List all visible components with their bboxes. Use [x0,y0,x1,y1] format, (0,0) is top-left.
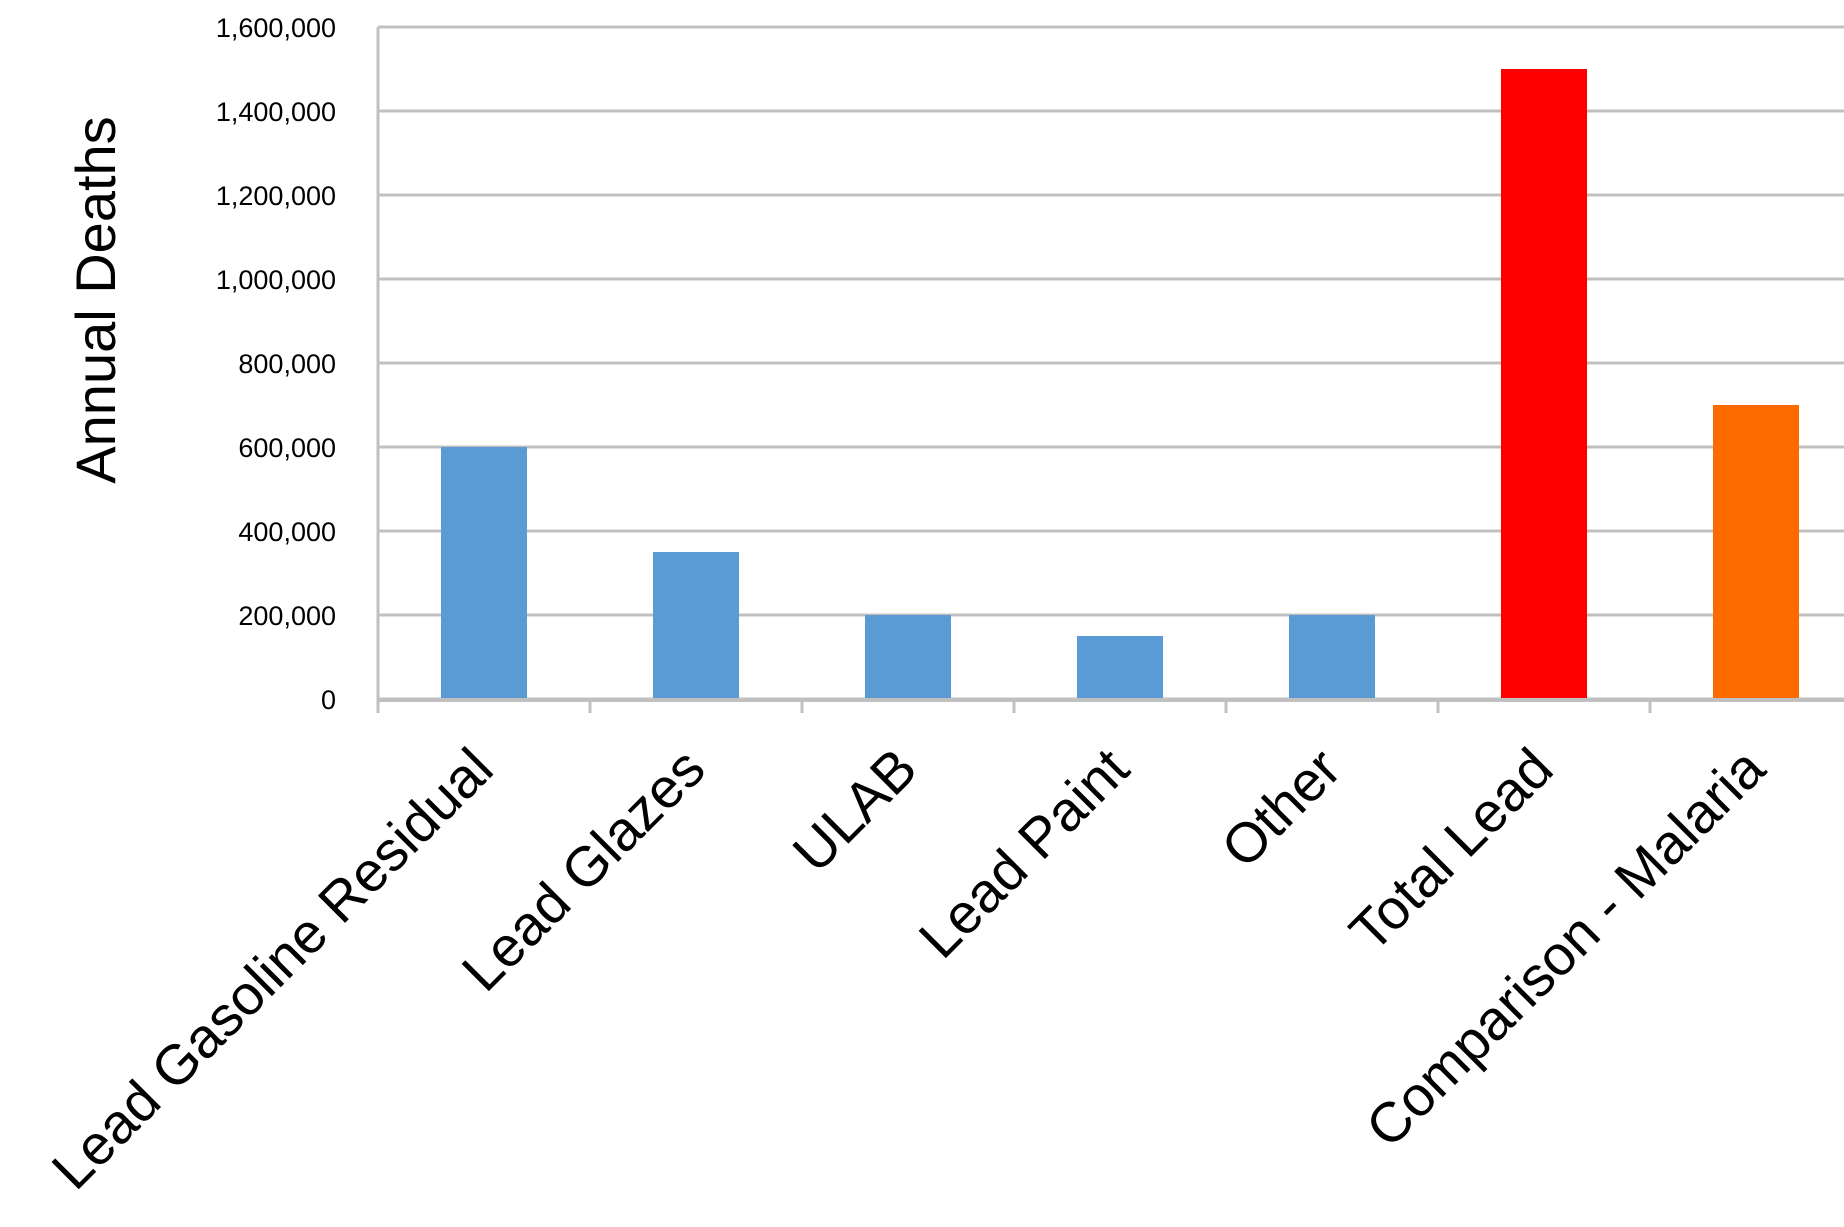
y-tick-label: 1,600,000 [216,13,336,43]
x-category-label: Lead Paint [907,736,1141,970]
y-tick-label: 800,000 [238,349,336,379]
y-tick-label: 1,200,000 [216,181,336,211]
bar [653,552,739,699]
x-category-label: Total Lead [1337,736,1564,963]
bar [1501,69,1587,699]
bar [1077,636,1163,699]
y-axis-label: Annual Deaths [64,116,127,483]
x-axis [376,27,1844,713]
y-tick-label: 600,000 [238,433,336,463]
x-category-label: ULAB [780,736,928,884]
gridlines [378,25,1844,701]
y-tick-label: 400,000 [238,517,336,547]
y-tick-label: 0 [321,685,336,715]
x-category-label: Comparison - Malaria [1353,735,1777,1159]
y-tick-label: 1,000,000 [216,265,336,295]
bar [1713,405,1799,699]
x-category-label: Other [1209,736,1353,880]
bar [441,447,527,699]
y-axis-tick-labels: 0 200,000 400,000 600,000 800,000 1,000,000 1,… [216,13,336,715]
bar [1289,615,1375,699]
x-category-label: Lead Gasoline Residual [39,736,504,1201]
y-tick-label: 1,400,000 [216,97,336,127]
bars [441,69,1799,699]
bar [865,615,951,699]
y-tick-label: 200,000 [238,601,336,631]
